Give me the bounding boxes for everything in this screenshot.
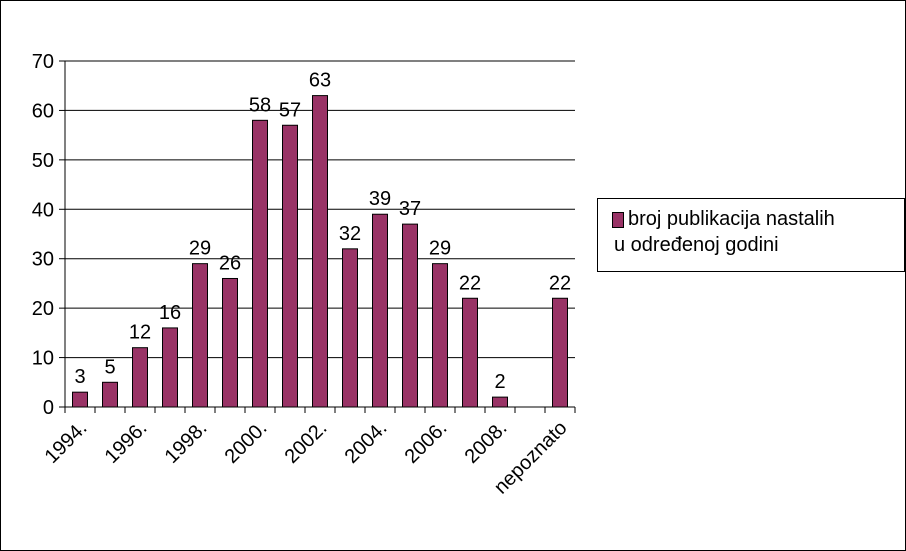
- y-tick-label: 10: [32, 348, 54, 370]
- y-tick-label: 40: [32, 199, 54, 221]
- axes: [64, 61, 575, 408]
- x-tick-label: 2008.: [461, 417, 512, 468]
- data-label: 26: [219, 252, 241, 274]
- data-label: 16: [159, 302, 181, 324]
- bar: [492, 396, 508, 408]
- x-tick-label: 2002.: [281, 417, 332, 468]
- data-label: 32: [339, 223, 361, 245]
- data-label: 58: [249, 94, 271, 116]
- x-tick-label: 2004.: [341, 417, 392, 468]
- bar: [192, 263, 208, 408]
- data-label: 29: [189, 238, 211, 260]
- y-tick-label: 70: [32, 51, 54, 73]
- bar: [132, 347, 148, 408]
- bar: [372, 213, 388, 408]
- bar: [552, 297, 568, 408]
- bar: [462, 297, 478, 408]
- legend: broj publikacija nastalih u određenoj go…: [597, 198, 905, 272]
- y-tick-label: 50: [32, 150, 54, 172]
- data-label: 37: [399, 198, 421, 220]
- legend-label-line1: broj publikacija nastalih: [628, 208, 835, 230]
- x-tick-label: 1994.: [41, 417, 92, 468]
- bar: [222, 277, 238, 408]
- data-label: 39: [369, 188, 391, 210]
- y-axis-ticks: 0 10 20 30 40 50 60 70: [32, 51, 65, 419]
- data-label: 12: [129, 322, 151, 344]
- y-tick-label: 60: [32, 100, 54, 122]
- bar: [312, 95, 328, 408]
- x-tick-label: 2000.: [221, 417, 272, 468]
- y-tick-label: 20: [32, 298, 54, 320]
- data-label: 63: [309, 70, 331, 92]
- x-tick-label: 2006.: [401, 417, 452, 468]
- data-label: 2: [494, 371, 505, 393]
- bar: [72, 391, 88, 408]
- bar: [342, 248, 358, 408]
- legend-swatch: [612, 212, 624, 228]
- legend-label: broj publikacija nastalih u određenoj go…: [614, 206, 904, 258]
- data-label: 57: [279, 99, 301, 121]
- bar: [432, 263, 448, 408]
- bar: [162, 327, 178, 408]
- data-label: 5: [104, 356, 115, 378]
- x-tick-label: 1996.: [101, 417, 152, 468]
- data-label: 29: [429, 238, 451, 260]
- y-tick-label: 30: [32, 249, 54, 271]
- bar: [252, 119, 268, 408]
- bar: [282, 124, 298, 408]
- data-label: 22: [459, 272, 481, 294]
- x-tick-label: 1998.: [161, 417, 212, 468]
- legend-label-line2: u određenoj godini: [614, 234, 779, 256]
- data-label: 22: [549, 272, 571, 294]
- bar: [102, 381, 118, 408]
- x-axis-ticks: 1994. 1996. 1998. 2000. 2002. 2004. 2006. 2008.…: [41, 407, 576, 499]
- y-tick-label: 0: [43, 397, 54, 419]
- data-label: 3: [74, 366, 85, 388]
- bars: [72, 95, 568, 408]
- bar: [402, 223, 418, 408]
